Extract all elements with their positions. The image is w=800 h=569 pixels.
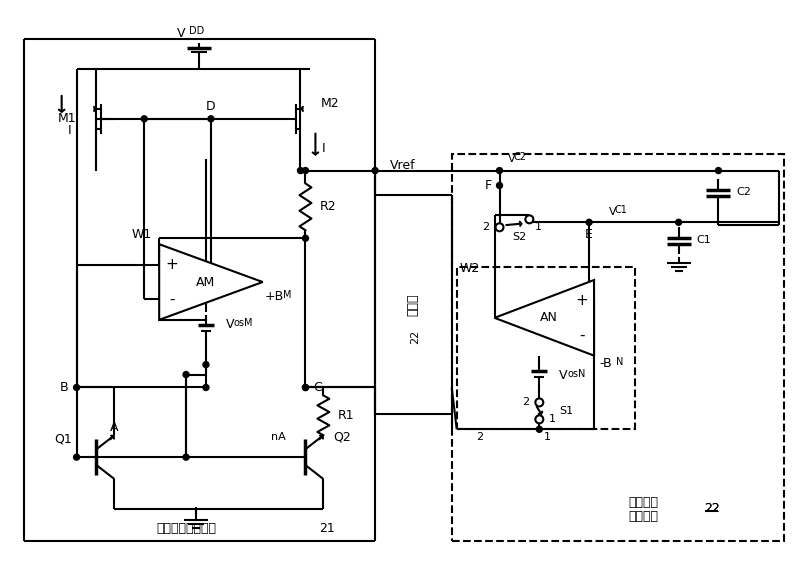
Text: C2: C2 — [514, 151, 526, 162]
Text: D: D — [206, 100, 216, 113]
Circle shape — [586, 219, 592, 225]
Text: 22: 22 — [705, 502, 720, 516]
Text: -B: -B — [599, 357, 612, 370]
Text: S1: S1 — [559, 406, 574, 417]
Text: 失调电压: 失调电压 — [629, 510, 659, 523]
Text: Q1: Q1 — [54, 433, 72, 446]
Text: A: A — [110, 421, 118, 434]
Text: AN: AN — [540, 311, 558, 324]
Text: 2: 2 — [522, 397, 530, 407]
Text: V: V — [226, 318, 234, 331]
Circle shape — [535, 398, 543, 406]
Polygon shape — [494, 280, 594, 356]
Text: R2: R2 — [319, 200, 336, 213]
Text: C1: C1 — [615, 205, 628, 215]
Circle shape — [74, 454, 79, 460]
Text: +: + — [576, 294, 589, 308]
Text: 22: 22 — [410, 329, 420, 344]
Text: F: F — [485, 179, 491, 192]
Text: V: V — [609, 207, 617, 217]
Circle shape — [372, 168, 378, 174]
Text: W2: W2 — [459, 262, 480, 275]
Circle shape — [715, 168, 722, 174]
Text: W1: W1 — [131, 228, 151, 241]
Text: N: N — [616, 357, 623, 366]
Text: S2: S2 — [512, 232, 526, 242]
Circle shape — [183, 454, 189, 460]
Circle shape — [536, 426, 542, 432]
Text: AM: AM — [196, 275, 215, 288]
Circle shape — [298, 168, 303, 174]
Text: C1: C1 — [697, 235, 711, 245]
Text: V: V — [177, 27, 185, 40]
Polygon shape — [159, 244, 262, 320]
Text: I: I — [68, 124, 71, 137]
Circle shape — [208, 116, 214, 122]
Circle shape — [74, 385, 79, 390]
Text: 消除电路: 消除电路 — [629, 496, 659, 509]
Circle shape — [497, 168, 502, 174]
Circle shape — [183, 372, 189, 378]
Text: +B: +B — [265, 290, 284, 303]
Circle shape — [676, 219, 682, 225]
Text: nA: nA — [271, 432, 286, 442]
Text: M: M — [282, 290, 291, 300]
Text: I: I — [322, 142, 325, 155]
Text: 1: 1 — [534, 222, 542, 232]
Text: M2: M2 — [320, 97, 339, 110]
Text: 2: 2 — [476, 432, 483, 442]
Circle shape — [302, 168, 309, 174]
Text: 振荡器: 振荡器 — [406, 294, 419, 316]
Text: M1: M1 — [58, 112, 77, 125]
Text: -: - — [170, 291, 175, 307]
Text: Q2: Q2 — [334, 431, 351, 444]
Text: osM: osM — [234, 318, 254, 328]
Text: 1: 1 — [544, 432, 551, 442]
Circle shape — [203, 362, 209, 368]
Circle shape — [526, 215, 534, 223]
Text: V: V — [507, 154, 515, 164]
Text: DD: DD — [189, 26, 204, 36]
Circle shape — [302, 235, 309, 241]
Circle shape — [495, 223, 503, 231]
Bar — [452, 154, 784, 541]
Circle shape — [302, 385, 309, 390]
Text: Vref: Vref — [390, 159, 416, 172]
Circle shape — [302, 385, 309, 390]
Text: 1: 1 — [550, 414, 556, 424]
Text: +: + — [166, 258, 178, 273]
Text: 2: 2 — [482, 222, 490, 232]
Circle shape — [497, 183, 502, 188]
Text: B: B — [60, 381, 69, 394]
Circle shape — [142, 116, 147, 122]
Text: C2: C2 — [736, 187, 751, 197]
Text: E: E — [585, 228, 593, 241]
Circle shape — [535, 415, 543, 423]
Circle shape — [203, 385, 209, 390]
Text: V: V — [559, 369, 568, 382]
Text: R1: R1 — [338, 409, 354, 422]
Text: 21: 21 — [319, 522, 335, 535]
Text: osN: osN — [567, 369, 586, 378]
Text: 基准电压产生电路: 基准电压产生电路 — [156, 522, 216, 535]
Text: -: - — [579, 327, 585, 343]
Text: 22: 22 — [705, 502, 720, 516]
Text: C: C — [314, 381, 322, 394]
Bar — [457, 267, 635, 429]
